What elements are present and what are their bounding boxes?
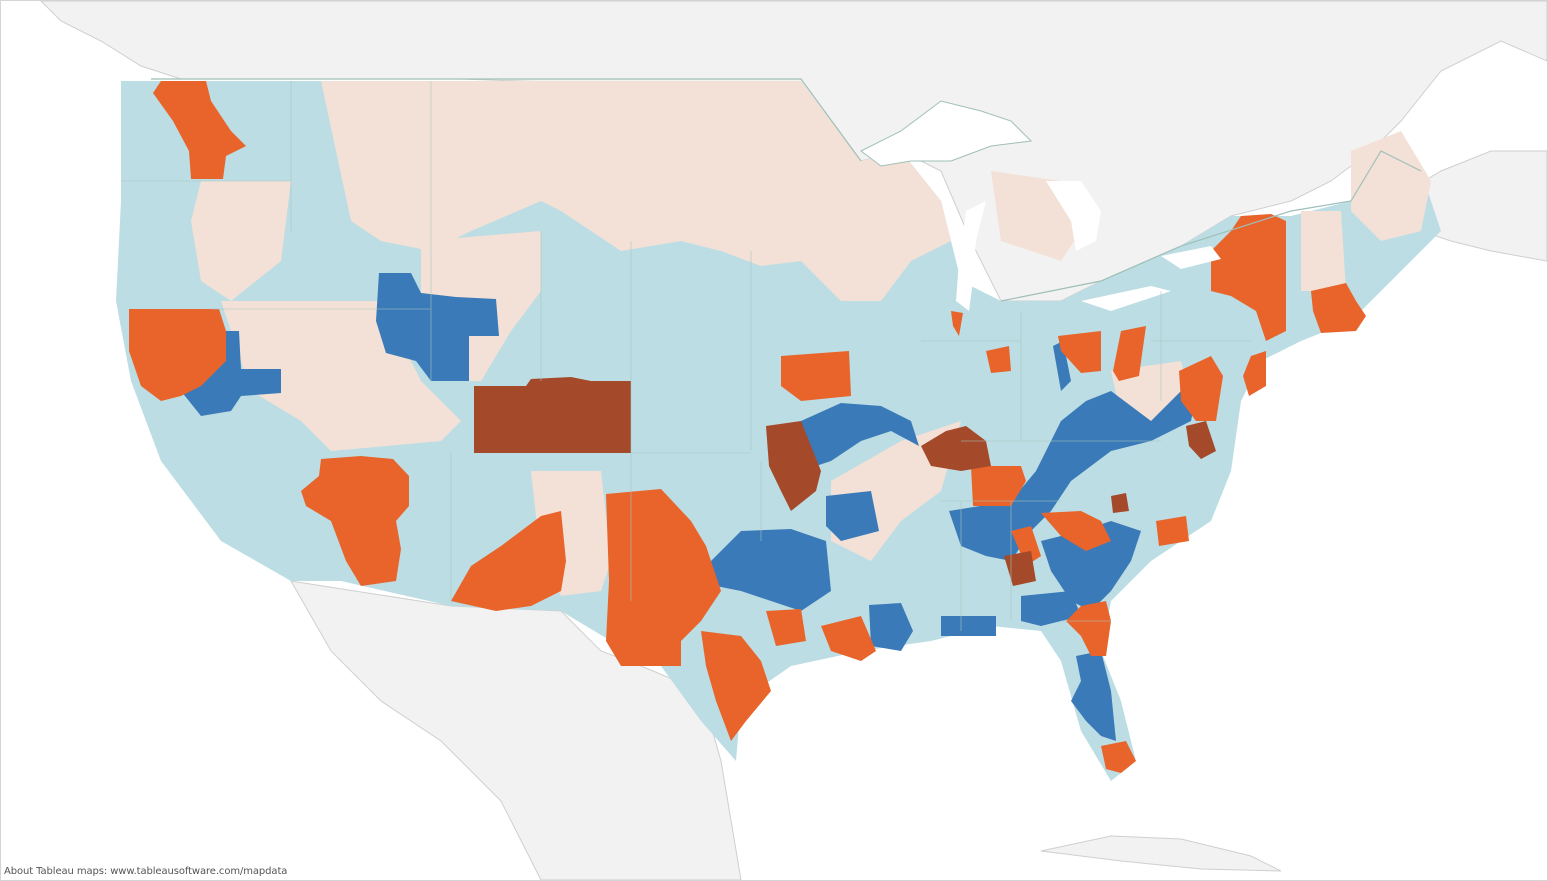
lake-ontario xyxy=(1161,246,1221,269)
region-blue-arkansas[interactable] xyxy=(826,491,879,541)
state-borders xyxy=(121,81,1251,631)
region-blue-georgia-south[interactable] xyxy=(1021,591,1081,626)
region-orange-seattle[interactable] xyxy=(153,81,246,179)
region-blue-dallas[interactable] xyxy=(711,529,831,611)
region-dark-red-kentucky[interactable] xyxy=(921,426,991,471)
region-orange-carolinas[interactable] xyxy=(1041,511,1111,551)
region-blue-louisiana-ms[interactable] xyxy=(869,603,913,651)
region-orange-indiana[interactable] xyxy=(986,346,1011,373)
lake-huron xyxy=(1046,181,1101,251)
region-peach-new-england[interactable] xyxy=(1351,131,1431,241)
region-dark-red-dc[interactable] xyxy=(1186,421,1216,459)
region-orange-east-texas[interactable] xyxy=(766,609,806,646)
region-peach-nevada[interactable] xyxy=(221,301,461,451)
region-orange-kansas-city[interactable] xyxy=(781,351,851,401)
cuba-landmass xyxy=(1040,835,1282,872)
region-blue-georgia-sc[interactable] xyxy=(1041,521,1141,611)
region-blue-appalachia[interactable] xyxy=(949,371,1201,561)
region-blue-missouri[interactable] xyxy=(801,403,919,471)
region-peach-upper-midwest[interactable] xyxy=(321,81,951,301)
lake-erie xyxy=(1081,286,1171,311)
region-dark-red-st-louis[interactable] xyxy=(766,421,821,511)
region-dark-red-sc-coast[interactable] xyxy=(1111,493,1129,513)
region-orange-chicago[interactable] xyxy=(951,311,963,336)
region-orange-nashville[interactable] xyxy=(971,466,1026,506)
region-orange-new-york[interactable] xyxy=(1211,214,1286,341)
region-dark-red-atlanta[interactable] xyxy=(1004,551,1036,586)
region-blue-sacramento[interactable] xyxy=(181,331,281,416)
region-orange-louisiana[interactable] xyxy=(821,616,876,661)
region-orange-southern-new-mexico[interactable] xyxy=(451,511,566,611)
region-orange-miami[interactable] xyxy=(1101,741,1136,773)
region-orange-southern-nevada[interactable] xyxy=(301,456,409,586)
region-orange-north-georgia[interactable] xyxy=(1011,526,1041,566)
region-peach-vermont[interactable] xyxy=(1301,211,1346,291)
region-orange-northern-california[interactable] xyxy=(129,309,226,401)
lake-superior xyxy=(860,100,1033,167)
map-attribution[interactable]: About Tableau maps: www.tableausoftware.… xyxy=(4,866,288,877)
region-peach-oregon-idaho[interactable] xyxy=(191,181,291,301)
region-dark-red-colorado[interactable] xyxy=(474,377,631,453)
region-orange-massachusetts[interactable] xyxy=(1311,283,1366,333)
mexico-landmass xyxy=(290,580,742,880)
region-orange-houston[interactable] xyxy=(701,631,771,741)
region-orange-maryland[interactable] xyxy=(1179,356,1223,421)
region-orange-pittsburgh[interactable] xyxy=(1113,326,1146,381)
lake-michigan xyxy=(956,201,986,311)
us-canada-border xyxy=(151,78,1422,302)
region-blue-utah[interactable] xyxy=(376,273,499,381)
region-orange-west-texas[interactable] xyxy=(606,489,721,666)
region-orange-raleigh[interactable] xyxy=(1156,516,1189,546)
region-orange-ohio[interactable] xyxy=(1058,331,1101,373)
region-blue-ohio-west[interactable] xyxy=(1053,341,1071,391)
region-blue-alabama[interactable] xyxy=(941,616,996,636)
region-orange-new-jersey[interactable] xyxy=(1243,351,1266,396)
region-orange-jacksonville[interactable] xyxy=(1066,601,1111,656)
region-blue-florida[interactable] xyxy=(1071,651,1116,741)
